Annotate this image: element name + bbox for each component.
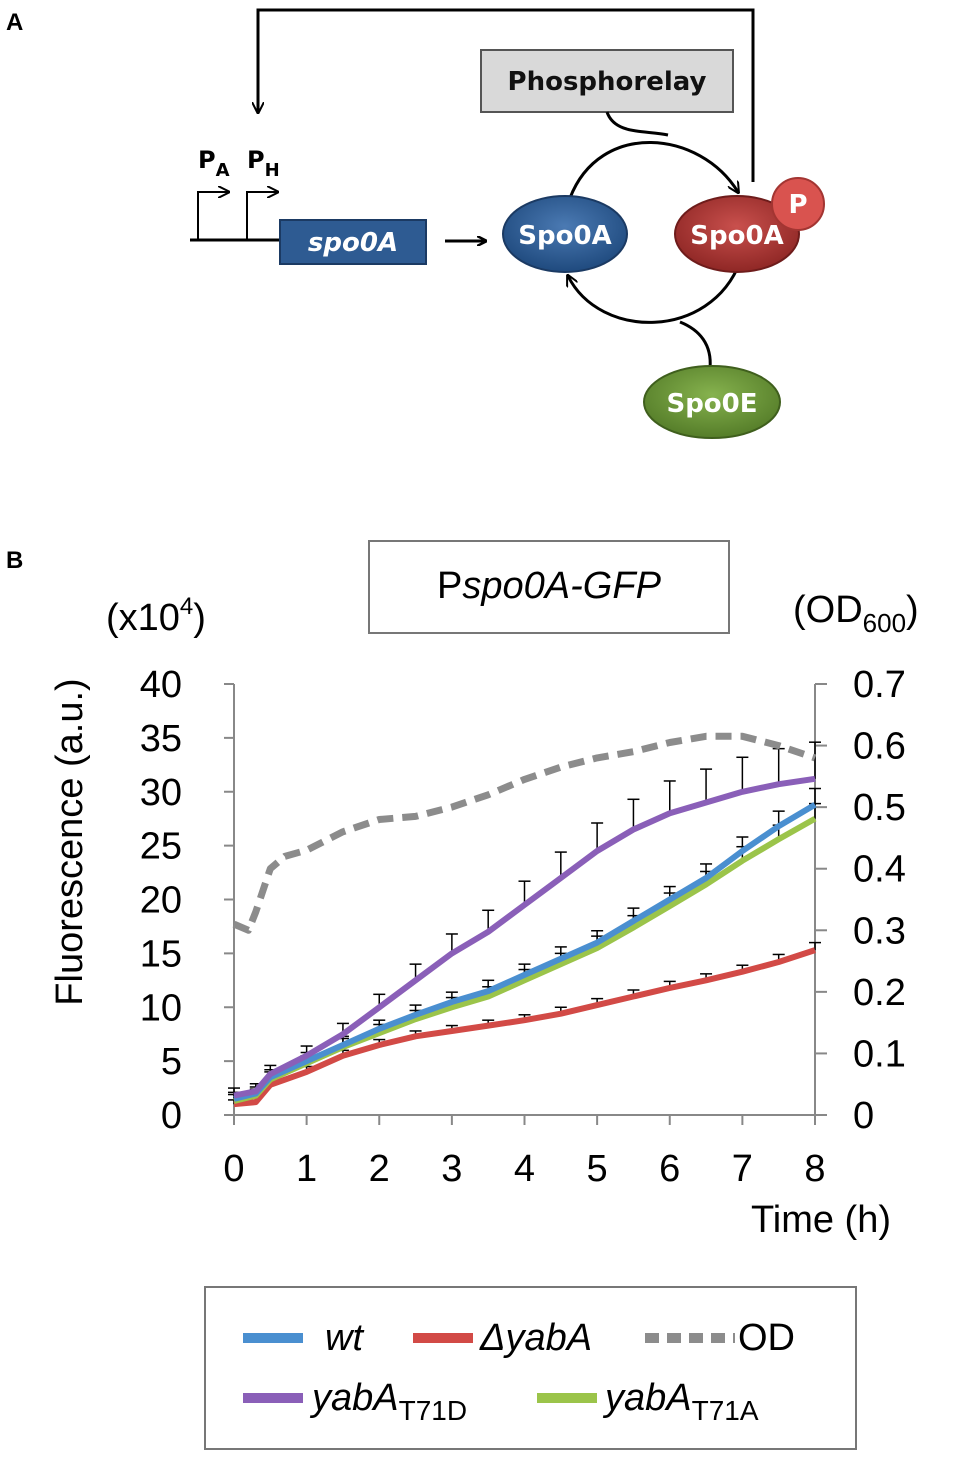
right-tick-label: 0 (853, 1095, 874, 1137)
legend: wt ΔyabA OD yabAT71D yabAT71A (204, 1286, 857, 1450)
series-line-od (232, 732, 817, 934)
series-layer (232, 732, 817, 1108)
spo0a-p-label: Spo0A (690, 221, 783, 251)
left-tick-label: 35 (140, 718, 182, 760)
dephosphorylation-arc (568, 261, 742, 324)
y-axis-label: Fluorescence (a.u.) (49, 678, 91, 1005)
phosphorelay-label: Phosphorelay (508, 67, 707, 97)
promoter-a-arrow (197, 192, 228, 240)
panel-b: B Pspo0A-GFP (x104) (OD600) Fluorescence… (6, 540, 919, 1450)
promoter-h-label: PH (247, 146, 280, 181)
phosphorelay-box (480, 49, 734, 113)
left-tick-label: 10 (140, 987, 182, 1029)
phosphorelay-connector (605, 111, 669, 137)
promoter-a-label: PA (198, 146, 230, 181)
x-tick-label: 8 (804, 1148, 825, 1190)
x-tick-label: 2 (369, 1148, 390, 1190)
x-tick-label: 3 (441, 1148, 462, 1190)
x-axis-label: Time (h) (751, 1199, 891, 1241)
legend-label-dyaba: ΔyabA (479, 1317, 592, 1359)
spo0e-node (643, 365, 781, 439)
phosphate-node (771, 177, 825, 231)
left-tick-label: 0 (161, 1095, 182, 1137)
spo0a-node (502, 195, 628, 273)
left-tick-label: 30 (140, 772, 182, 814)
x-tick-label: 5 (587, 1148, 608, 1190)
x-tick-label: 6 (659, 1148, 680, 1190)
right-tick-label: 0.5 (853, 787, 906, 829)
series-line-wt (233, 802, 817, 1102)
chart-title-box (368, 540, 730, 634)
x-tick-label: 4 (514, 1148, 535, 1190)
phosphorylation-arc (568, 141, 738, 199)
panel-a: A PA PH spo0A Phosphorelay Spo0A Spo0A P (6, 8, 825, 439)
gene-box (279, 219, 427, 265)
left-tick-label: 20 (140, 880, 182, 922)
legend-label-wt: wt (325, 1317, 364, 1359)
left-tick-label: 25 (140, 826, 182, 868)
legend-label-t71a: yabAT71A (602, 1377, 759, 1426)
right-tick-label: 0.2 (853, 972, 906, 1014)
gene-label: spo0A (308, 228, 398, 258)
panel-b-label: B (6, 547, 23, 574)
spo0e-connector (679, 320, 712, 369)
x-tick-label: 1 (296, 1148, 317, 1190)
legend-label-od: OD (738, 1317, 795, 1359)
right-tick-label: 0.4 (853, 849, 906, 891)
right-tick-label: 0.3 (853, 910, 906, 952)
phosphate-label: P (788, 190, 807, 220)
left-axis-unit: (x104) (106, 593, 206, 639)
right-tick-label: 0.6 (853, 726, 906, 768)
left-tick-label: 5 (161, 1041, 182, 1083)
x-tick-label: 7 (732, 1148, 753, 1190)
series-line-yaba-t71d (233, 775, 816, 1099)
spo0e-label: Spo0E (666, 389, 757, 419)
series-line--yaba (233, 947, 816, 1108)
chart-title: Pspo0A-GFP (437, 565, 662, 607)
promoter-h-arrow (246, 192, 277, 240)
left-tick-label: 40 (140, 664, 182, 706)
right-axis-unit: (OD600) (793, 589, 919, 638)
legend-box (204, 1286, 857, 1450)
legend-label-t71d: yabAT71D (309, 1377, 467, 1426)
spo0a-label: Spo0A (518, 221, 611, 251)
panel-a-label: A (6, 9, 23, 36)
left-tick-label: 15 (140, 933, 182, 975)
feedback-arrow (258, 8, 755, 182)
right-tick-label: 0.1 (853, 1033, 906, 1075)
spo0a-p-node (674, 195, 800, 273)
x-tick-label: 0 (223, 1148, 244, 1190)
right-tick-label: 0.7 (853, 664, 906, 706)
